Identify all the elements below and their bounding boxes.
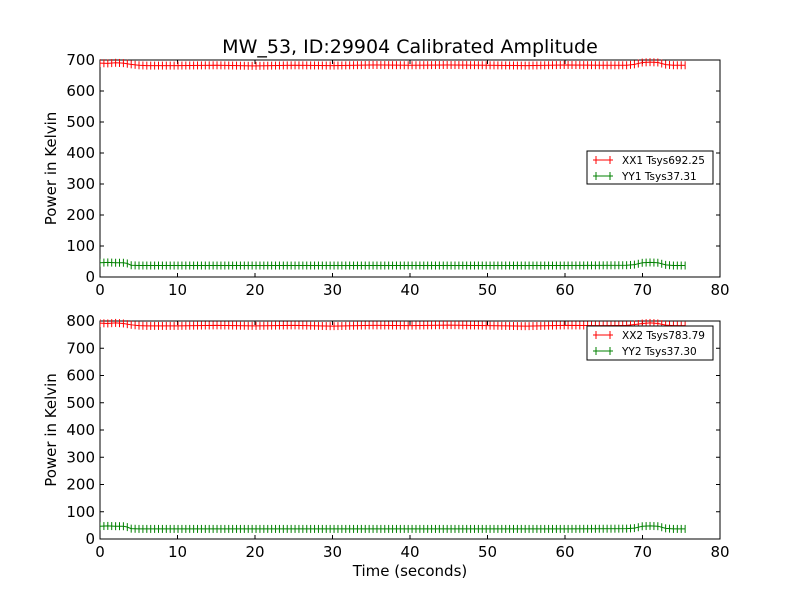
x-tick-label: 30 bbox=[323, 543, 342, 561]
y-axis-label: Power in Kelvin bbox=[42, 373, 60, 487]
series-line bbox=[100, 525, 686, 530]
y-tick-label: 700 bbox=[66, 51, 95, 69]
legend-entry-label: XX1 Tsys692.25 bbox=[622, 155, 705, 167]
y-tick-label: 300 bbox=[66, 175, 95, 193]
y-tick-label: 400 bbox=[66, 144, 95, 162]
x-tick-label: 50 bbox=[478, 543, 497, 561]
legend-entry-label: YY1 Tsys37.31 bbox=[621, 171, 697, 183]
legend-entry-label: YY2 Tsys37.30 bbox=[621, 346, 697, 358]
x-axis-label: Time (seconds) bbox=[352, 562, 468, 580]
x-tick-label: 70 bbox=[633, 281, 652, 299]
x-tick-label: 60 bbox=[555, 543, 574, 561]
chart-title: MW_53, ID:29904 Calibrated Amplitude bbox=[222, 36, 598, 58]
x-tick-label: 70 bbox=[633, 543, 652, 561]
y-tick-label: 100 bbox=[66, 237, 95, 255]
x-tick-label: 10 bbox=[168, 281, 187, 299]
y-axis-label: Power in Kelvin bbox=[42, 112, 60, 226]
y-tick-label: 200 bbox=[66, 476, 95, 494]
x-tick-label: 40 bbox=[400, 543, 419, 561]
y-tick-label: 600 bbox=[66, 367, 95, 385]
y-tick-label: 500 bbox=[66, 113, 95, 131]
x-tick-label: 0 bbox=[95, 543, 105, 561]
x-tick-label: 10 bbox=[168, 543, 187, 561]
x-tick-label: 30 bbox=[323, 281, 342, 299]
legend-entry-label: XX2 Tsys783.79 bbox=[622, 330, 705, 342]
y-tick-label: 500 bbox=[66, 394, 95, 412]
legend-box bbox=[586, 150, 714, 185]
series-yy bbox=[100, 521, 686, 533]
x-tick-label: 50 bbox=[478, 281, 497, 299]
legend-box bbox=[586, 325, 714, 361]
x-tick-label: 20 bbox=[245, 281, 264, 299]
top-panel: 0 10 20 30 40 50 60 70 80 0 100 200 300 400 500 600 700 P… bbox=[42, 51, 730, 299]
x-tick-label: 40 bbox=[400, 281, 419, 299]
bottom-panel: 0 10 20 30 40 50 60 70 8001002003004005006007008… bbox=[42, 312, 730, 561]
series-line bbox=[100, 261, 686, 267]
x-tick-label: 0 bbox=[95, 281, 105, 299]
y-tick-label: 200 bbox=[66, 206, 95, 224]
series-line bbox=[100, 322, 686, 327]
y-tick-label: 100 bbox=[66, 503, 95, 521]
y-tick-label: 600 bbox=[66, 82, 95, 100]
y-tick-label: 700 bbox=[66, 339, 95, 357]
series-xx bbox=[100, 58, 686, 70]
y-tick-label: 0 bbox=[85, 530, 95, 548]
y-tick-label: 800 bbox=[66, 312, 95, 330]
series-yy bbox=[100, 258, 686, 270]
x-tick-label: 20 bbox=[245, 543, 264, 561]
y-tick-label: 0 bbox=[85, 268, 95, 286]
y-tick-label: 400 bbox=[66, 421, 95, 439]
x-tick-label: 80 bbox=[710, 543, 729, 561]
y-tick-label: 300 bbox=[66, 448, 95, 466]
series-line bbox=[100, 61, 686, 67]
x-tick-label: 80 bbox=[710, 281, 729, 299]
x-tick-label: 60 bbox=[555, 281, 574, 299]
series-xx bbox=[100, 318, 686, 331]
